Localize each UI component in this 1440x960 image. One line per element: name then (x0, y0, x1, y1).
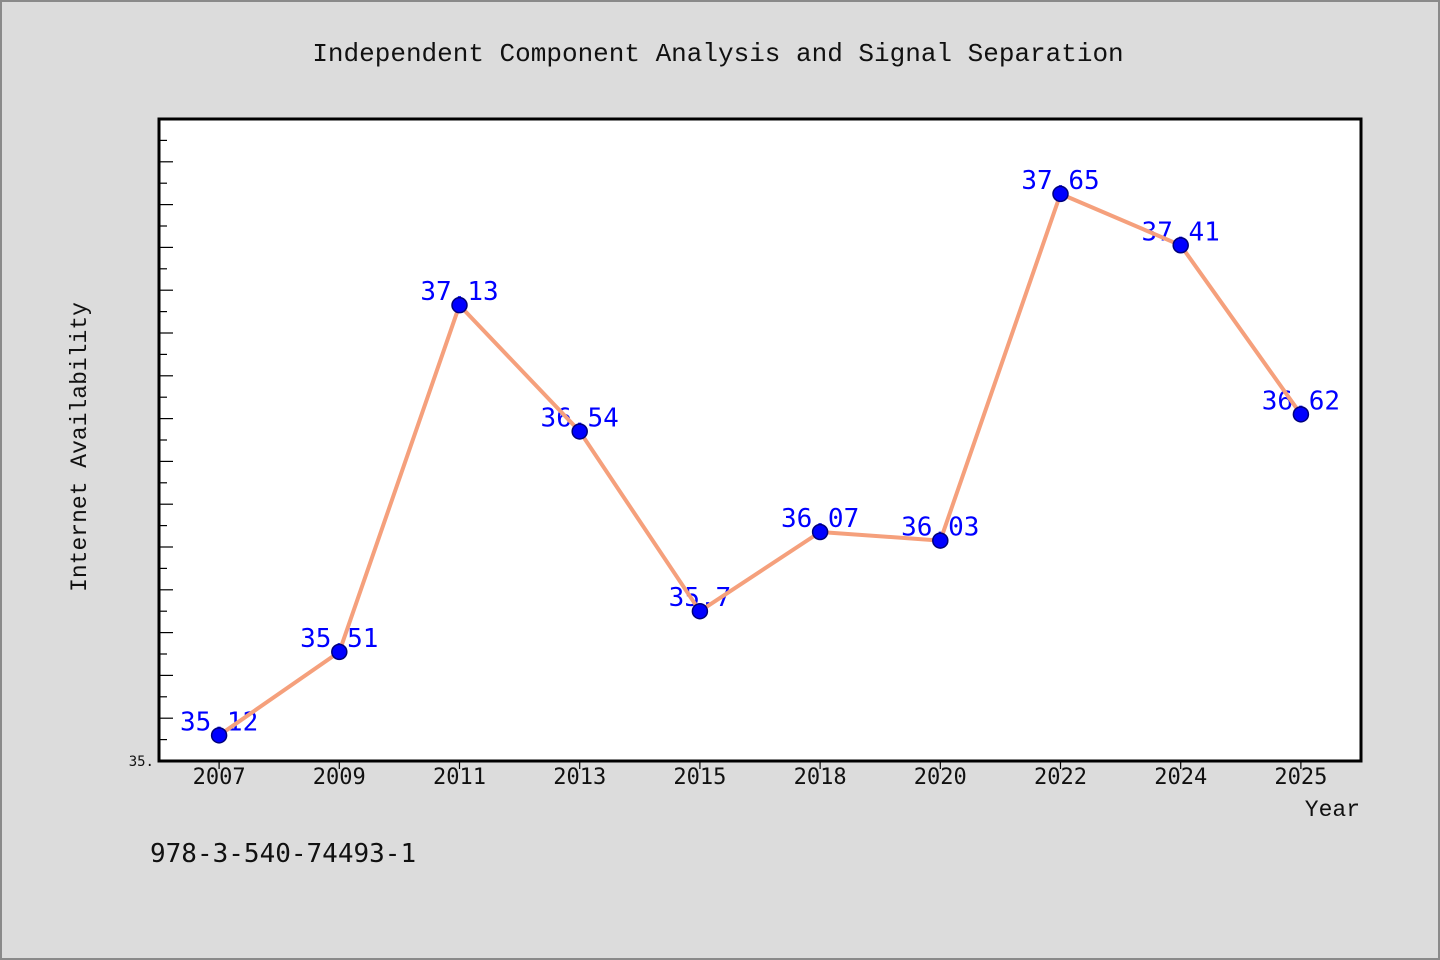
y-tick-label: 35. (129, 754, 154, 770)
y-axis-label: Internet Availability (67, 302, 93, 592)
x-tick-label: 2013 (553, 765, 606, 790)
data-point (932, 532, 949, 549)
data-point (571, 423, 588, 440)
isbn-text: 978-3-540-74493-1 (150, 839, 416, 869)
x-tick-label: 2020 (914, 765, 967, 790)
data-point (1292, 406, 1310, 423)
data-point (1052, 185, 1069, 203)
x-axis-label: Year (1305, 797, 1360, 823)
plot-area (157, 117, 1363, 763)
x-tick-label: 2024 (1154, 765, 1207, 790)
y-axis-ticks: 35. (129, 139, 173, 770)
x-tick-label: 2018 (794, 765, 847, 790)
chart-title: Independent Component Analysis and Signa… (312, 39, 1123, 69)
data-point (811, 523, 829, 541)
data-point (451, 296, 468, 314)
x-tick-label: 2007 (193, 765, 246, 790)
data-point (331, 643, 348, 661)
x-tick-label: 2015 (673, 765, 726, 790)
x-tick-label: 2011 (433, 765, 486, 790)
data-markers (210, 185, 1310, 744)
data-point (1172, 237, 1189, 254)
series-line (217, 191, 1303, 738)
data-point (691, 602, 709, 620)
data-point (210, 727, 228, 744)
x-tick-label: 2025 (1274, 765, 1327, 790)
x-axis-ticks: 2007 2009 2011 2013 2015 2018 2020 2022 2024 2025 (193, 761, 1327, 790)
x-tick-label: 2009 (313, 765, 366, 790)
x-tick-label: 2022 (1034, 765, 1087, 790)
